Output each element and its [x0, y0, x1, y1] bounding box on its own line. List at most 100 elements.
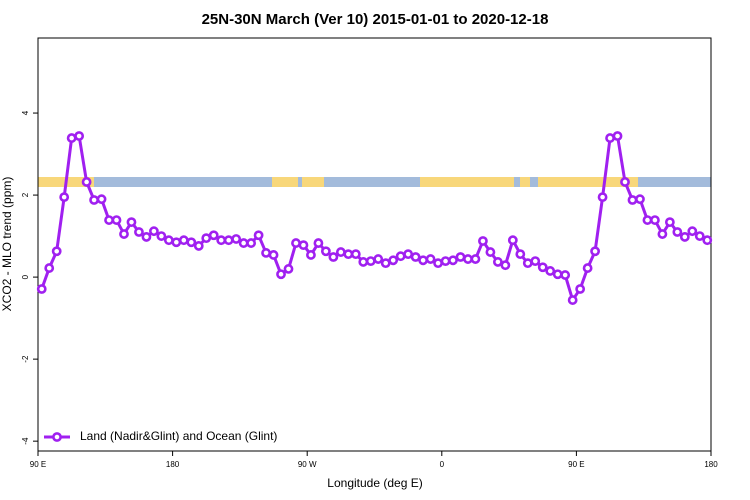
point [149, 226, 159, 237]
point [141, 232, 152, 242]
point [635, 194, 645, 205]
y-tick-label: 2 [21, 192, 30, 197]
point [500, 260, 511, 271]
point [664, 217, 675, 228]
chart-title: 25N-30N March (Ver 10) 2015-01-01 to 202… [202, 11, 549, 28]
x-tick-label: 90 E [568, 460, 584, 469]
point [328, 252, 339, 262]
point [448, 255, 458, 266]
point [515, 249, 526, 260]
point [89, 195, 99, 205]
point [51, 246, 62, 257]
point [463, 254, 473, 264]
point [111, 215, 122, 225]
point [81, 177, 92, 187]
point [298, 240, 309, 251]
point [208, 230, 219, 241]
point [104, 215, 114, 225]
point [530, 256, 541, 267]
point [44, 263, 55, 273]
point [268, 250, 279, 260]
point [455, 252, 466, 262]
point [380, 258, 391, 269]
point [545, 266, 556, 276]
point [238, 238, 249, 248]
point [597, 192, 608, 203]
point [119, 229, 129, 239]
point [440, 256, 451, 267]
point [679, 232, 690, 242]
point [66, 133, 77, 143]
point [567, 295, 578, 305]
x-tick-label: 90 W [298, 460, 317, 469]
point [650, 215, 660, 225]
point [96, 194, 107, 205]
point [276, 269, 286, 280]
point [627, 195, 638, 205]
point [478, 236, 488, 246]
point [388, 255, 399, 266]
point [485, 247, 496, 257]
point [657, 229, 668, 239]
point [350, 249, 361, 260]
point [433, 258, 443, 269]
y-tick-label: 0 [21, 274, 30, 279]
point [410, 252, 421, 262]
point [283, 264, 294, 274]
point [231, 234, 242, 244]
point [418, 255, 429, 266]
point [605, 133, 615, 143]
point [590, 246, 600, 257]
point [306, 250, 316, 260]
point [702, 235, 713, 246]
point [470, 254, 481, 264]
point [126, 217, 137, 228]
point [201, 233, 212, 244]
y-tick-label: 4 [21, 110, 30, 115]
point [343, 249, 354, 260]
point [560, 270, 571, 280]
point [74, 131, 85, 141]
x-tick-label: 180 [704, 460, 718, 469]
series-line [40, 134, 708, 304]
point [507, 235, 518, 246]
point [193, 241, 204, 251]
point [403, 249, 414, 260]
point [425, 254, 436, 264]
point [186, 237, 197, 248]
point [373, 254, 384, 264]
plot-frame [37, 37, 712, 452]
point [156, 231, 167, 241]
point [178, 235, 189, 246]
point [291, 238, 301, 248]
legend-label: Land (Nadir&Glint) and Ocean (Glint) [80, 429, 277, 443]
y-tick-label: -4 [21, 437, 30, 445]
point [335, 247, 346, 257]
x-tick-label: 180 [166, 460, 180, 469]
x-axis-label: Longitude (deg E) [327, 476, 422, 490]
point [672, 227, 683, 237]
point [612, 131, 623, 141]
point [261, 248, 271, 258]
x-tick-label: 0 [440, 460, 445, 469]
point [171, 237, 182, 248]
point [642, 215, 653, 225]
point [313, 238, 324, 248]
point [223, 235, 234, 246]
point [582, 263, 593, 273]
point [575, 284, 586, 294]
point [492, 257, 503, 267]
point [253, 230, 264, 241]
point [163, 235, 174, 246]
point [552, 269, 563, 280]
y-tick-label: -2 [21, 355, 30, 363]
point [216, 235, 227, 246]
point [522, 258, 533, 269]
point [320, 246, 331, 257]
legend-marker [52, 432, 62, 442]
x-tick-label: 90 E [30, 460, 46, 469]
point [687, 226, 698, 237]
point [537, 262, 548, 273]
point [36, 284, 47, 294]
y-axis-label: XCO2 - MLO trend (ppm) [0, 177, 14, 312]
